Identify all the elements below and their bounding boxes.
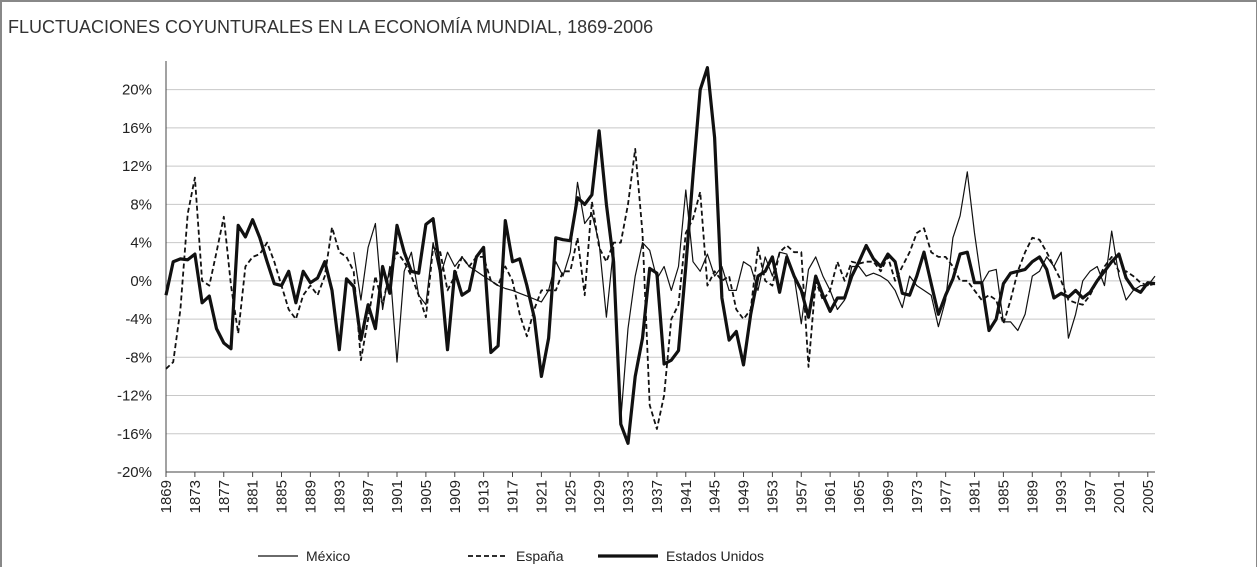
x-tick-label: 1993	[1053, 480, 1070, 513]
y-tick-label: 0%	[130, 273, 152, 290]
y-tick-label: 20%	[122, 82, 152, 99]
x-tick-label: 1905	[418, 480, 435, 513]
y-tick-label: 8%	[130, 196, 152, 213]
legend-label: Estados Unidos	[666, 548, 764, 564]
x-tick-label: 1949	[736, 480, 753, 513]
x-tick-label: 2001	[1111, 480, 1128, 513]
x-tick-label: 1885	[274, 480, 291, 513]
y-tick-label: -12%	[117, 388, 152, 405]
x-tick-label: 1961	[822, 480, 839, 513]
series-line	[164, 66, 1156, 445]
x-tick-label: 1989	[1024, 480, 1041, 513]
x-tick-label: 1973	[909, 480, 926, 513]
x-tick-label: 1873	[187, 480, 204, 513]
x-tick-label: 1933	[620, 480, 637, 513]
x-tick-label: 1901	[389, 480, 406, 513]
x-tick-label: 1977	[938, 480, 955, 513]
x-tick-label: 1929	[591, 480, 608, 513]
x-tick-label: 1941	[678, 480, 695, 513]
x-tick-label: 1889	[302, 480, 319, 513]
x-tick-label: 1893	[331, 480, 348, 513]
x-tick-label: 1925	[562, 480, 579, 513]
x-tick-label: 2005	[1140, 480, 1157, 513]
x-tick-label: 1913	[476, 480, 493, 513]
x-tick-label: 1897	[360, 480, 377, 513]
legend-label: México	[306, 548, 351, 564]
x-tick-label: 1985	[995, 480, 1012, 513]
series-line	[165, 148, 1156, 430]
x-tick-label: 1909	[447, 480, 464, 513]
x-tick-label: 1945	[707, 480, 724, 513]
legend-label: España	[516, 548, 564, 564]
x-tick-label: 1937	[649, 480, 666, 513]
y-tick-label: 16%	[122, 120, 152, 137]
y-tick-label: -20%	[117, 464, 152, 481]
x-tick-label: 1953	[764, 480, 781, 513]
x-tick-label: 1997	[1082, 480, 1099, 513]
x-tick-label: 1869	[158, 480, 175, 513]
x-tick-label: 1969	[880, 480, 897, 513]
x-tick-label: 1917	[505, 480, 522, 513]
chart-title: FLUCTUACIONES COYUNTURALES EN LA ECONOMÍ…	[8, 17, 653, 37]
x-tick-label: 1981	[967, 480, 984, 513]
x-tick-label: 1921	[533, 480, 550, 513]
y-tick-label: -4%	[125, 311, 152, 328]
x-tick-label: 1957	[793, 480, 810, 513]
x-tick-label: 1965	[851, 480, 868, 513]
y-tick-label: -8%	[125, 349, 152, 366]
x-tick-label: 1877	[216, 480, 233, 513]
y-tick-label: 12%	[122, 158, 152, 175]
x-tick-label: 1881	[245, 480, 262, 513]
y-tick-label: -16%	[117, 426, 152, 443]
y-tick-label: 4%	[130, 235, 152, 252]
